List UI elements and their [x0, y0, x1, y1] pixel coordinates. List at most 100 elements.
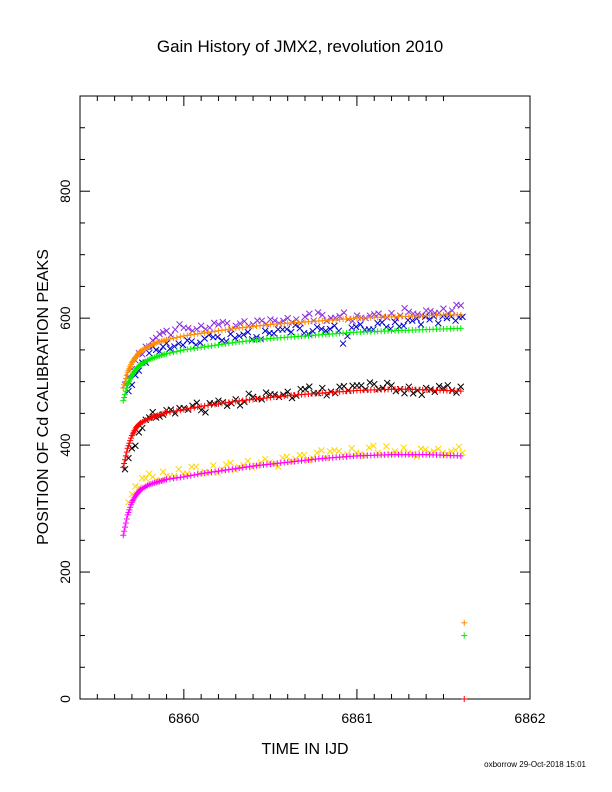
- data-point: [194, 330, 201, 337]
- data-point: [187, 345, 194, 352]
- data-point: [427, 307, 434, 315]
- data-point: [177, 347, 184, 354]
- data-point: [340, 309, 348, 316]
- data-point: [215, 327, 222, 334]
- data-point: [128, 435, 135, 442]
- data-point: [218, 467, 225, 474]
- data-point: [374, 319, 382, 327]
- data-point: [145, 349, 153, 357]
- data-point: [318, 325, 325, 333]
- data-point: [248, 335, 256, 343]
- y-axis-title: POSITION OF Cd CALIBRATION PEAKS: [35, 249, 52, 545]
- data-point: [435, 382, 443, 390]
- data-point: [244, 457, 252, 465]
- data-point: [382, 443, 390, 450]
- data-point: [262, 389, 270, 396]
- data-point: [444, 381, 452, 389]
- data-point: [175, 340, 183, 347]
- data-point: [191, 471, 198, 478]
- data-point: [218, 327, 225, 334]
- data-point: [339, 340, 347, 347]
- data-point: [283, 325, 291, 333]
- axis-ticks: [80, 96, 530, 700]
- data-point: [184, 324, 192, 332]
- data-point: [267, 316, 274, 323]
- data-point: [214, 333, 221, 341]
- data-point: [331, 446, 338, 454]
- data-point: [124, 445, 131, 452]
- data-point: [159, 329, 167, 336]
- data-point: [418, 391, 426, 399]
- data-point: [344, 332, 351, 340]
- data-point: [205, 329, 212, 336]
- data-point: [180, 332, 187, 339]
- data-point: [205, 469, 212, 476]
- data-point: [225, 326, 232, 333]
- data-point: [152, 346, 160, 354]
- data-point: [261, 327, 269, 335]
- data-point: [212, 468, 218, 475]
- data-point: [271, 317, 279, 324]
- data-point: [124, 511, 131, 518]
- data-point: [209, 462, 217, 469]
- data-point: [163, 350, 170, 357]
- data-point: [218, 341, 225, 348]
- data-point: [225, 399, 232, 406]
- data-point: [198, 330, 205, 337]
- data-point: [205, 402, 212, 409]
- data-point: [128, 501, 135, 508]
- data-point: [461, 632, 468, 639]
- data-point: [326, 325, 334, 333]
- data-point: [225, 340, 232, 347]
- y-tick-label: 200: [57, 560, 73, 584]
- data-point: [126, 506, 133, 513]
- data-point: [395, 449, 403, 457]
- data-point: [232, 465, 239, 472]
- data-point: [187, 331, 194, 338]
- data-point: [194, 344, 201, 351]
- x-axis-title: TIME IN IJD: [261, 741, 348, 758]
- data-point: [301, 313, 309, 321]
- data-point: [194, 404, 201, 411]
- data-point: [352, 323, 360, 331]
- data-point: [208, 401, 215, 408]
- data-point: [313, 323, 321, 331]
- data-point: [236, 320, 244, 327]
- data-point: [229, 398, 236, 405]
- data-point: [173, 407, 180, 414]
- data-point: [197, 322, 205, 330]
- data-point: [387, 450, 395, 458]
- data-point: [457, 452, 464, 459]
- data-point: [184, 405, 191, 412]
- data-point: [457, 388, 464, 395]
- data-point: [142, 475, 150, 482]
- data-point: [123, 384, 130, 391]
- data-point: [212, 328, 218, 335]
- data-point: [365, 444, 373, 451]
- data-point: [205, 343, 212, 350]
- data-point: [219, 318, 227, 326]
- data-point: [357, 321, 364, 328]
- data-point: [426, 316, 433, 323]
- data-point: [215, 468, 222, 475]
- data-point: [430, 313, 438, 320]
- data-point: [421, 313, 429, 320]
- data-point: [245, 390, 253, 398]
- data-point: [201, 402, 208, 409]
- data-point: [121, 528, 128, 535]
- data-point: [421, 446, 429, 454]
- data-point: [173, 348, 180, 355]
- data-point: [170, 335, 177, 342]
- x-tick-label: 6860: [168, 710, 199, 726]
- data-point: [184, 332, 191, 339]
- data-point: [187, 472, 194, 479]
- y-tick-label: 800: [57, 179, 73, 203]
- data-point: [127, 504, 134, 511]
- data-point: [193, 325, 201, 333]
- data-point: [173, 474, 180, 481]
- data-point: [210, 400, 218, 407]
- data-point: [121, 460, 128, 467]
- data-point: [383, 379, 391, 387]
- data-point: [194, 471, 201, 478]
